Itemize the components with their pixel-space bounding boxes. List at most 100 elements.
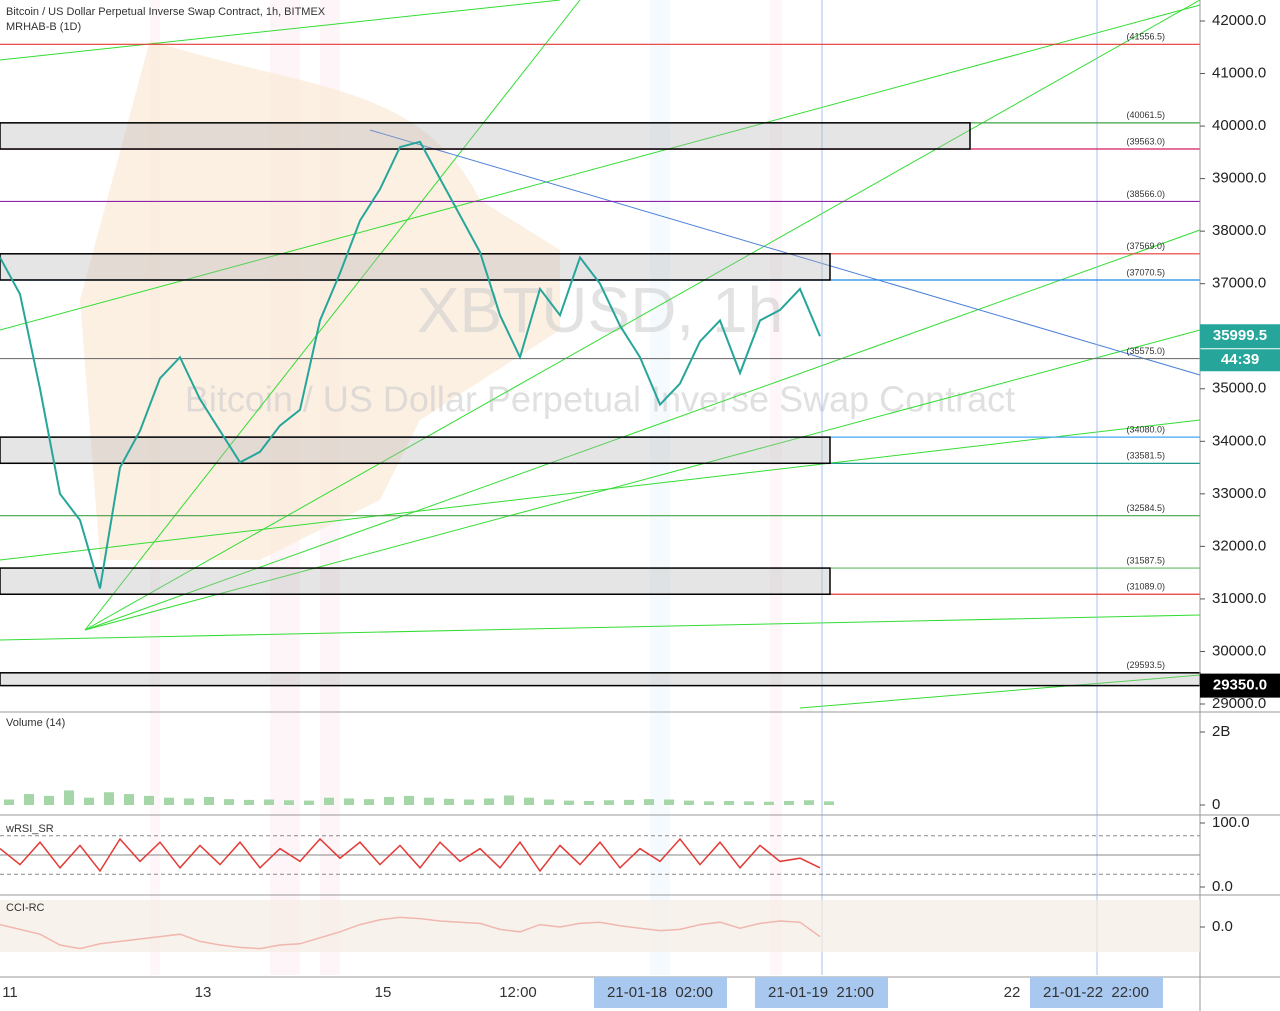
level-label: (35575.0) [1126,346,1165,356]
volume-bar [744,801,754,805]
price-badge [1200,324,1280,349]
series-line [0,837,821,873]
cloud-band [80,40,560,560]
trend-lines [0,0,1201,709]
volume-bar [304,800,314,805]
volume-bar [404,795,414,805]
volume-bar [104,792,114,805]
zone-box [0,253,831,281]
volume-bar [464,799,474,805]
time-highlight [755,977,888,1008]
y-tick-label: 0 [1212,796,1220,813]
y-tick-label: 100.0 [1212,814,1250,831]
x-tick-label: 12:00 [499,984,537,1001]
y-tick-label: 41000.0 [1212,65,1266,82]
x-tick-label: 13 [195,984,212,1001]
y-tick-label: 32000.0 [1212,537,1266,554]
volume-bar [64,790,74,805]
level-label: (39563.0) [1126,136,1165,146]
volume-bar [504,795,514,805]
y-tick-label: 35000.0 [1212,380,1266,397]
price-badge [1200,673,1280,698]
level-label: (29593.5) [1126,660,1165,670]
x-tick-label: 21-01-19 21:00 [768,984,874,1001]
volume-bar [44,795,54,805]
time-highlight [1030,977,1163,1008]
y-tick-label: 2B [1212,723,1230,740]
volume-bar [164,797,174,805]
last-price: 35999.5 [1213,327,1267,344]
volume-bar [544,799,554,805]
zone-box [0,567,831,595]
series-line [0,140,821,589]
indicator-label: MRHAB-B (1D) [6,21,81,33]
volume-bar [704,801,714,805]
volume-bar [224,799,234,805]
zone-box [0,672,1201,687]
volume-bar [784,800,794,805]
x-tick-label: 15 [375,984,392,1001]
cci-band [0,900,1200,952]
volume-bar [724,800,734,805]
zone-box [0,122,971,150]
y-tick-label: 39000.0 [1212,170,1266,187]
volume-bar [684,800,694,805]
y-tick-label: 33000.0 [1212,485,1266,502]
volume-bar [364,799,374,805]
time-highlight [594,977,727,1008]
volume-bar [764,801,774,805]
watermark: Bitcoin / US Dollar Perpetual Inverse Sw… [185,379,1015,420]
level-label: (32584.5) [1126,503,1165,513]
x-tick-label: 11 [2,984,18,1001]
level-label: (31089.0) [1126,582,1165,592]
y-tick-label: 0.0 [1212,878,1233,895]
y-tick-label: 42000.0 [1212,12,1266,29]
level-label: (38566.0) [1126,189,1165,199]
panel-title: CCI-RC [6,902,45,914]
volume-bar [204,796,214,805]
x-tick-label: 21-01-18 02:00 [607,984,713,1001]
volume-bar [644,799,654,805]
volume-bar [444,798,454,805]
y-tick-label: 29000.0 [1212,695,1266,712]
countdown: 44:39 [1221,351,1259,368]
trend-line [369,129,1201,376]
y-tick-label: 40000.0 [1212,117,1266,134]
y-tick-label: 31000.0 [1212,590,1266,607]
level-label: (33581.5) [1126,451,1165,461]
level-label: (41556.5) [1126,32,1165,42]
panel-title: wRSI_SR [5,823,54,835]
volume-bar [804,800,814,805]
volume-bar [564,800,574,805]
marker-price: 29350.0 [1213,677,1267,694]
volume-bar [324,797,334,805]
y-tick-label: 34000.0 [1212,432,1266,449]
volume-bar [524,797,534,805]
y-tick-label: 37000.0 [1212,275,1266,292]
volume-bar [344,798,354,805]
level-label: (37569.0) [1126,241,1165,251]
volume-bar [244,799,254,805]
volume-bar [24,794,34,805]
level-label: (40061.5) [1126,110,1165,120]
volume-bar [604,800,614,805]
volume-bar [184,798,194,805]
volume-bar [4,799,14,805]
volume-bar [664,799,674,805]
volume-bar [284,800,294,805]
level-label: (31587.5) [1126,555,1165,565]
x-tick-label: 21-01-22 22:00 [1043,984,1149,1001]
y-tick-label: 30000.0 [1212,642,1266,659]
volume-bar [124,794,134,805]
volume-bar [264,799,274,805]
countdown-badge [1200,349,1280,372]
volume-bar [84,797,94,805]
volume-bar [624,799,634,805]
volume-bar [144,795,154,805]
chart-title: Bitcoin / US Dollar Perpetual Inverse Sw… [6,6,326,18]
volume-bar [384,796,394,805]
panel-title: Volume (14) [6,717,65,729]
zone-box [0,436,831,465]
volume-bar [824,801,834,805]
